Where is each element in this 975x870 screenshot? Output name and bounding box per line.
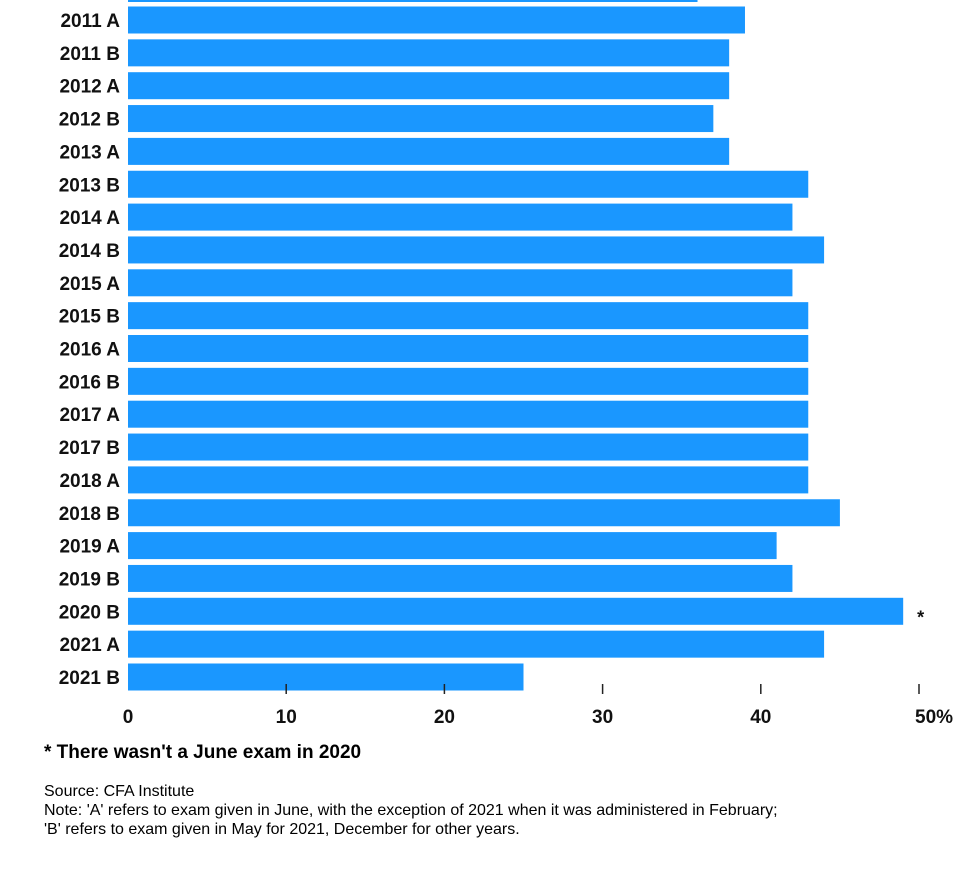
bar-2013-a <box>128 137 730 165</box>
category-label: 2017 B <box>59 438 120 459</box>
x-tick-label: 20 <box>434 707 455 728</box>
category-label: 2018 A <box>59 471 120 492</box>
bar-2016-b <box>128 367 809 395</box>
x-tick-label: 30 <box>592 707 613 728</box>
x-tick-label: 50% <box>915 707 953 728</box>
note-text: Note: 'A' refers to exam given in June, … <box>44 802 778 838</box>
bar-partial-top <box>128 0 698 2</box>
category-label: 2020 B <box>59 602 120 623</box>
category-label: 2013 A <box>59 142 120 163</box>
category-label: 2012 A <box>59 77 120 98</box>
category-label: 2016 B <box>59 372 120 393</box>
source-text: Source: CFA Institute <box>44 783 195 800</box>
bar-2015-b <box>128 302 809 330</box>
bar-2018-a <box>128 466 809 494</box>
annotations-layer: * <box>917 607 924 627</box>
category-label: 2019 A <box>59 537 120 558</box>
footnote: * There wasn't a June exam in 2020 <box>44 742 362 763</box>
bar-2015-a <box>128 269 793 297</box>
bar-2012-b <box>128 105 714 133</box>
category-label: 2018 B <box>59 504 120 525</box>
category-label: 2011 B <box>60 44 120 65</box>
bar-2016-a <box>128 335 809 362</box>
category-labels-layer: 2011 A 2011 B 2012 A 2012 B 2013 A 2013 B 2014… <box>59 11 121 689</box>
category-label: 2015 A <box>59 274 120 295</box>
category-label: 2014 B <box>59 241 120 262</box>
x-tick-label: 0 <box>123 707 134 728</box>
horizontal-bar-chart: 2011 A 2011 B 2012 A 2012 B 2013 A 2013 B 2014… <box>59 0 953 728</box>
category-label: 2013 B <box>59 175 120 196</box>
bar-2017-a <box>128 400 809 428</box>
bar-2011-b <box>128 39 730 67</box>
bar-2012-a <box>128 72 730 100</box>
bar-2011-a <box>128 6 745 34</box>
category-label: 2021 B <box>59 668 120 689</box>
bar-2020-b <box>128 597 904 625</box>
bar-2018-b <box>128 499 840 527</box>
bar-2019-b <box>128 564 793 592</box>
category-label: 2021 A <box>59 635 120 656</box>
category-label: 2012 B <box>59 110 120 131</box>
category-label: 2014 A <box>59 208 120 229</box>
bar-2014-a <box>128 203 793 231</box>
chart-area: 2011 A 2011 B 2012 A 2012 B 2013 A 2013 B 2014… <box>59 0 953 728</box>
bars-layer <box>128 0 904 691</box>
bar-2021-b <box>128 663 524 691</box>
category-label: 2015 B <box>59 307 120 328</box>
bar-2019-a <box>128 532 777 560</box>
category-label: 2011 A <box>60 11 120 32</box>
x-tick-label: 40 <box>750 707 771 728</box>
x-axis: 0 10 20 30 40 50% <box>123 684 953 728</box>
bar-2021-a <box>128 630 825 658</box>
bar-2013-b <box>128 170 809 198</box>
x-tick-label: 10 <box>276 707 297 728</box>
category-label: 2017 A <box>59 405 120 426</box>
bar-2017-b <box>128 433 809 461</box>
bar-annotation-asterisk: * <box>917 607 924 627</box>
category-label: 2019 B <box>59 569 120 590</box>
bar-2014-b <box>128 236 825 264</box>
category-label: 2016 A <box>59 340 120 361</box>
